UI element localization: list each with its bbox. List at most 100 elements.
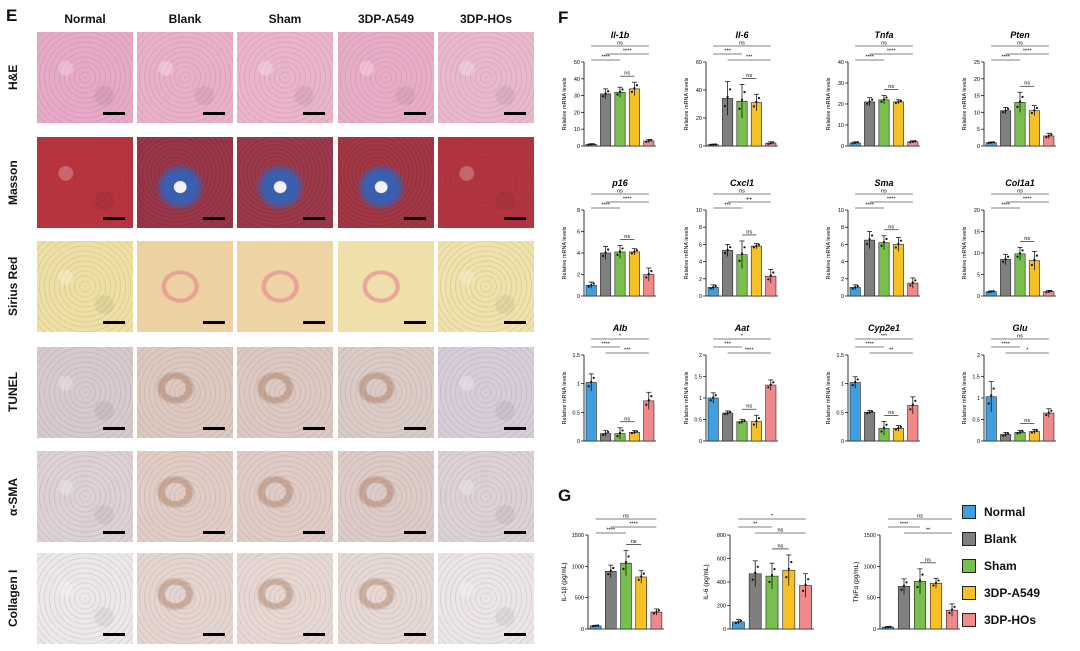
data-point xyxy=(712,286,715,289)
data-point xyxy=(1050,409,1053,412)
bar xyxy=(628,251,640,297)
significance-label: ** xyxy=(753,522,758,528)
significance-label: **** xyxy=(601,342,610,348)
bar xyxy=(750,102,762,147)
data-point xyxy=(590,283,593,287)
data-point xyxy=(752,105,756,108)
scale-bar xyxy=(203,427,225,430)
bar xyxy=(605,571,617,630)
bar xyxy=(1000,259,1012,297)
data-point xyxy=(851,142,854,145)
significance-label: ns xyxy=(1024,236,1030,242)
scale-bar xyxy=(103,531,125,534)
bar xyxy=(864,101,876,147)
data-point xyxy=(767,278,770,281)
data-point xyxy=(652,612,656,615)
y-tick-label: 1000 xyxy=(572,564,584,570)
data-point xyxy=(645,140,648,143)
bar xyxy=(782,569,796,630)
data-point xyxy=(897,427,900,430)
bar xyxy=(736,421,748,442)
column-header-0: Normal xyxy=(64,12,106,26)
data-point xyxy=(804,583,807,586)
bar xyxy=(585,382,597,442)
y-tick-label: 10 xyxy=(974,110,980,116)
bar xyxy=(881,626,895,630)
data-point xyxy=(885,423,888,426)
significance-label: ns xyxy=(739,41,745,47)
data-point xyxy=(802,589,805,592)
chart-title: p16 xyxy=(611,178,629,188)
significance-label: *** xyxy=(746,55,753,61)
scale-bar xyxy=(404,321,426,324)
bar xyxy=(799,585,812,630)
data-point xyxy=(624,560,628,564)
data-point xyxy=(990,394,993,397)
histology-tile xyxy=(237,241,333,332)
significance-label: ns xyxy=(1024,418,1030,424)
significance-label: **** xyxy=(1001,203,1010,209)
bar xyxy=(878,99,890,147)
data-point xyxy=(726,95,729,98)
data-point xyxy=(587,285,590,288)
data-point xyxy=(647,139,650,142)
y-axis-label: Relative mRNA levels xyxy=(962,226,968,279)
significance-label: ns xyxy=(888,410,894,416)
chart-title: Tnfa xyxy=(875,30,894,40)
data-point xyxy=(854,141,857,144)
y-tick-label: 1.5 xyxy=(972,375,980,381)
data-point xyxy=(871,234,874,237)
data-point xyxy=(1045,136,1048,139)
significance-label: ** xyxy=(926,528,931,534)
data-point xyxy=(618,431,622,435)
significance-label: ns xyxy=(746,73,752,79)
bar xyxy=(897,586,911,630)
y-tick-label: 50 xyxy=(574,60,580,66)
significance-label: **** xyxy=(601,55,610,61)
data-point xyxy=(987,402,990,405)
data-point xyxy=(1018,100,1022,103)
bar xyxy=(643,400,655,442)
significance-label: *** xyxy=(724,49,731,55)
data-point xyxy=(755,244,758,247)
bar xyxy=(1014,432,1026,442)
y-axis-label: Relative mRNA levels xyxy=(826,77,832,130)
bar xyxy=(892,244,904,297)
histology-tile xyxy=(338,347,434,438)
data-point xyxy=(592,142,595,146)
y-tick-label: 0 xyxy=(873,627,876,633)
data-point xyxy=(856,284,859,288)
scale-bar xyxy=(303,633,325,636)
data-point xyxy=(871,410,874,413)
significance-label: ++ xyxy=(746,197,752,203)
y-tick-label: 1.5 xyxy=(572,353,580,359)
y-tick-label: 5 xyxy=(977,127,980,133)
data-point xyxy=(1007,107,1010,111)
data-point xyxy=(752,423,756,426)
bar xyxy=(929,582,943,630)
data-point xyxy=(743,419,746,422)
data-point xyxy=(754,571,757,574)
data-point xyxy=(635,430,639,433)
data-point xyxy=(851,287,854,290)
bar xyxy=(635,576,647,630)
y-axis-label: Relative mRNA levels xyxy=(562,226,568,279)
y-tick-label: 0 xyxy=(699,144,702,150)
panel-label-g: G xyxy=(558,486,572,505)
data-point xyxy=(1016,432,1019,435)
histology-tile xyxy=(438,451,534,542)
significance-label: ns xyxy=(746,404,752,410)
data-point xyxy=(1004,433,1007,436)
data-point xyxy=(1018,431,1022,434)
data-point xyxy=(787,567,790,570)
data-point xyxy=(1004,257,1007,261)
y-tick-label: 1 xyxy=(977,396,980,402)
data-point xyxy=(851,384,854,387)
y-tick-label: 0 xyxy=(841,294,844,300)
data-point xyxy=(622,567,625,570)
y-tick-label: 2 xyxy=(577,273,580,279)
significance-label: ns xyxy=(617,189,623,195)
legend-swatch xyxy=(962,532,976,546)
